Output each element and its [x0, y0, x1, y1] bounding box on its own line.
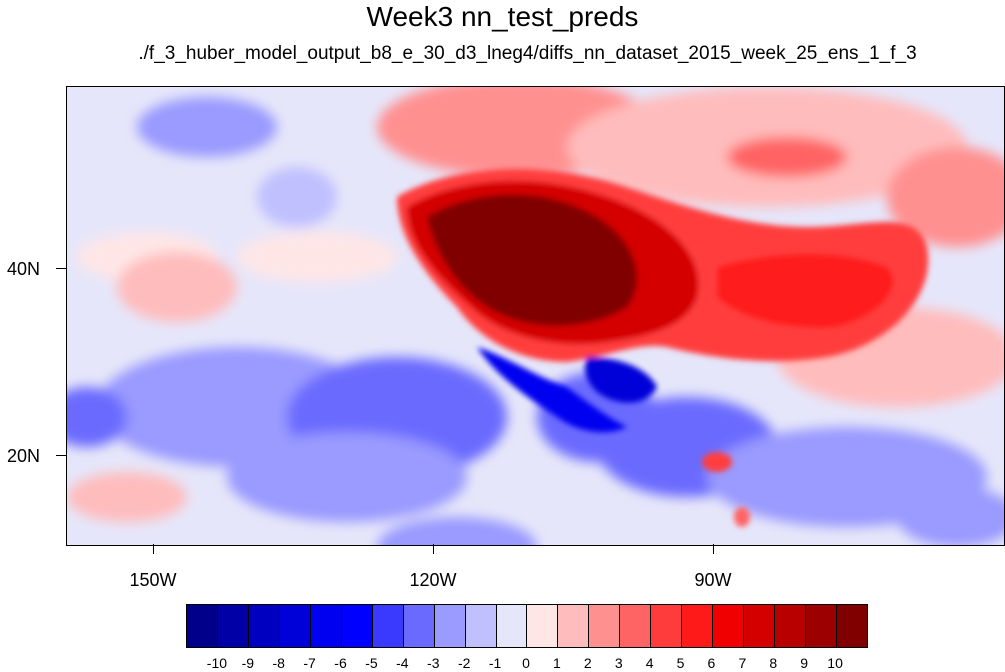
map-title: Week3 nn_test_preds	[366, 1, 639, 32]
colorbar-label: 7	[738, 655, 747, 671]
colorbar-swatch	[682, 605, 714, 647]
lon-label-90w: 90W	[694, 570, 732, 590]
colorbar-swatch	[310, 605, 342, 647]
colorbar-label: 6	[707, 655, 716, 671]
colorbar-swatch	[403, 605, 435, 647]
colorbar-label: 4	[645, 655, 654, 671]
colorbar-swatch	[806, 605, 838, 647]
colorbar-swatch	[558, 605, 590, 647]
colorbar-swatch	[248, 605, 280, 647]
anomaly-map	[66, 86, 1005, 546]
colorbar-label: 1	[553, 655, 561, 671]
lat-label-40n: 40N	[6, 259, 40, 279]
lon-label-150w: 150W	[129, 570, 177, 590]
colorbar-label: 10	[827, 655, 843, 671]
colorbar-swatch	[187, 605, 218, 647]
colorbar-swatch	[372, 605, 404, 647]
colorbar	[186, 604, 868, 648]
colorbar-swatch	[651, 605, 683, 647]
colorbar-swatch	[496, 605, 528, 647]
colorbar-label: 2	[583, 655, 592, 671]
lat-label-20n: 20N	[6, 446, 40, 466]
lat-tick-20n-left	[56, 455, 66, 456]
colorbar-label: 9	[800, 655, 809, 671]
colorbar-label: -7	[303, 655, 316, 671]
anomaly-field	[67, 87, 1004, 545]
colorbar-swatch	[434, 605, 466, 647]
colorbar-swatch	[837, 605, 867, 647]
colorbar-swatch	[341, 605, 373, 647]
colorbar-swatch	[744, 605, 776, 647]
lon-tick-90w	[713, 544, 714, 554]
colorbar-swatch	[620, 605, 652, 647]
map-subtitle: ./f_3_huber_model_output_b8_e_30_d3_lneg…	[138, 43, 917, 64]
colorbar-label: 5	[676, 655, 685, 671]
colorbar-label: -5	[365, 655, 378, 671]
colorbar-swatch	[527, 605, 559, 647]
colorbar-swatch	[775, 605, 807, 647]
colorbar-label: -6	[334, 655, 347, 671]
colorbar-swatch	[217, 605, 249, 647]
colorbar-label: -1	[488, 655, 502, 671]
colorbar-label: -8	[272, 655, 285, 671]
colorbar-label: -3	[427, 655, 440, 671]
colorbar-label: 3	[614, 655, 623, 671]
colorbar-label: -4	[396, 655, 409, 671]
colorbar-label: -9	[241, 655, 255, 671]
colorbar-label: -10	[206, 655, 228, 671]
lon-tick-120w	[433, 544, 434, 554]
lon-label-120w: 120W	[409, 570, 457, 590]
lat-tick-40n-left	[56, 268, 66, 269]
colorbar-swatch	[279, 605, 311, 647]
lon-tick-150w	[153, 544, 154, 554]
colorbar-swatch	[589, 605, 621, 647]
colorbar-label: -2	[457, 655, 471, 671]
colorbar-swatch	[465, 605, 497, 647]
colorbar-label: 0	[522, 655, 530, 671]
colorbar-label: 8	[769, 655, 778, 671]
colorbar-swatch	[713, 605, 745, 647]
